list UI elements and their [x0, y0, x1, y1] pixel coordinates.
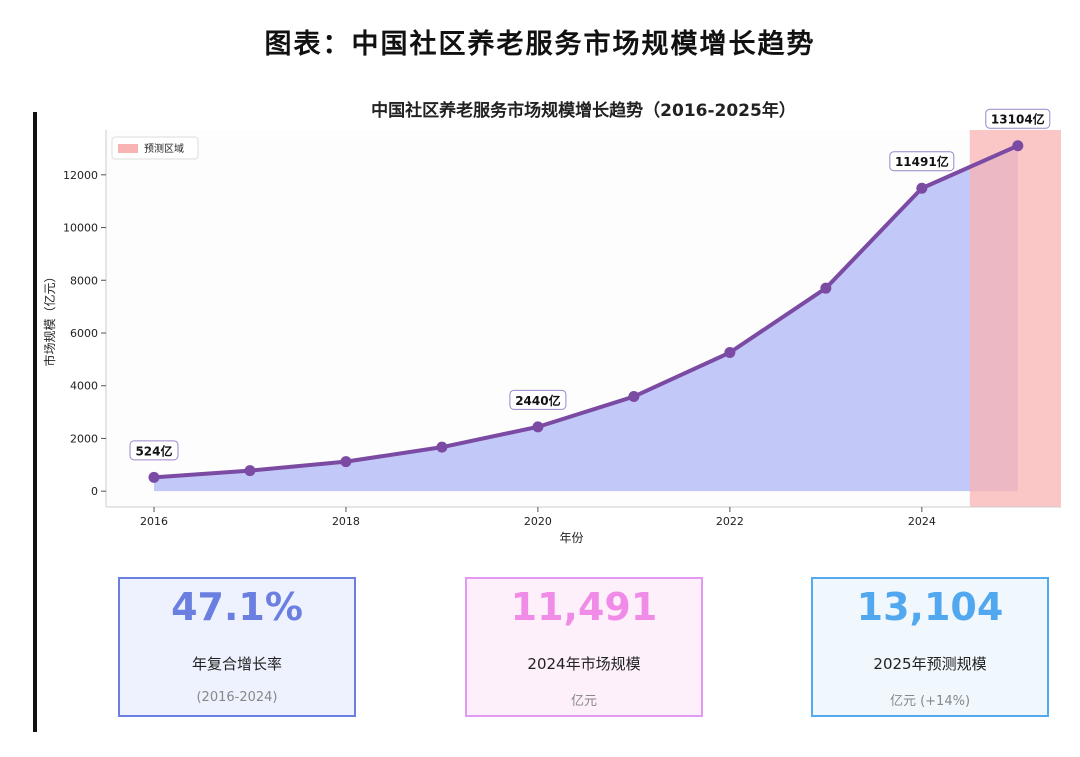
data-label: 11491亿 — [895, 154, 949, 169]
data-label-box — [129, 440, 179, 461]
legend-box — [111, 136, 199, 160]
forecast-2025-card: 13,104 2025年预测规模 亿元 (+14%) — [811, 577, 1049, 717]
legend-swatch-forecast — [118, 144, 138, 153]
page-title: 图表：中国社区养老服务市场规模增长趋势 — [264, 29, 816, 60]
x-tick-label: 2020 — [524, 515, 552, 528]
data-point-2024 — [916, 182, 928, 194]
left-divider-bar — [33, 112, 37, 732]
y-tick-label: 6000 — [70, 327, 98, 340]
legend-label-forecast: 预测区域 — [144, 142, 184, 155]
y-tick-label: 4000 — [70, 380, 98, 393]
data-point-2016 — [148, 471, 160, 483]
data-label-box — [985, 108, 1051, 129]
chart-container: 中国社区养老服务市场规模增长趋势（2016-2025年） 0 2000 4000 600… — [40, 100, 1080, 555]
market-size-chart: 中国社区养老服务市场规模增长趋势（2016-2025年） 0 2000 4000 600… — [42, 100, 1061, 545]
forecast-region — [969, 130, 1061, 507]
data-label-box — [889, 151, 955, 172]
cagr-period: (2016-2024) — [196, 690, 278, 705]
chart-title: 中国社区养老服务市场规模增长趋势（2016-2025年） — [371, 100, 796, 121]
y-tick-label: 8000 — [70, 274, 98, 287]
cagr-value: 47.1% — [171, 585, 303, 629]
y-tick-label: 10000 — [63, 222, 98, 235]
series-line — [151, 143, 1020, 480]
x-tick-label: 2024 — [908, 515, 936, 528]
x-tick-label: 2022 — [716, 515, 744, 528]
x-tick-label: 2018 — [332, 515, 360, 528]
data-label: 2440亿 — [515, 393, 560, 408]
forecast-2025-value: 13,104 — [856, 585, 1004, 629]
data-point-2018 — [340, 456, 352, 468]
data-label: 13104亿 — [991, 112, 1045, 127]
forecast-2025-unit: 亿元 (+14%) — [889, 694, 971, 709]
y-axis-label: 市场规模（亿元） — [42, 270, 57, 366]
data-label: 524亿 — [135, 443, 172, 458]
market-size-2024-label: 2024年市场规模 — [527, 655, 641, 673]
data-point-2025 — [1012, 140, 1024, 152]
data-point-2021 — [628, 391, 640, 403]
series-area — [153, 145, 1018, 492]
data-label-box — [509, 389, 567, 410]
market-size-2024-value: 11,491 — [510, 585, 658, 629]
y-tick-label: 2000 — [70, 432, 98, 445]
data-point-2023 — [820, 282, 832, 294]
data-point-2022 — [724, 347, 736, 359]
market-size-2024-unit: 亿元 — [570, 694, 597, 709]
x-tick-label: 2016 — [140, 515, 168, 528]
cagr-label: 年复合增长率 — [191, 655, 282, 673]
y-tick-label: 0 — [91, 485, 98, 498]
x-axis-label: 年份 — [559, 531, 583, 545]
cagr-card: 47.1% 年复合增长率 (2016-2024) — [118, 577, 356, 717]
forecast-2025-label: 2025年预测规模 — [873, 655, 987, 673]
data-point-2019 — [436, 441, 448, 453]
data-point-2020 — [532, 421, 544, 433]
y-tick-label: 12000 — [63, 169, 98, 182]
market-size-2024-card: 11,491 2024年市场规模 亿元 — [465, 577, 703, 717]
data-point-2017 — [244, 465, 256, 477]
